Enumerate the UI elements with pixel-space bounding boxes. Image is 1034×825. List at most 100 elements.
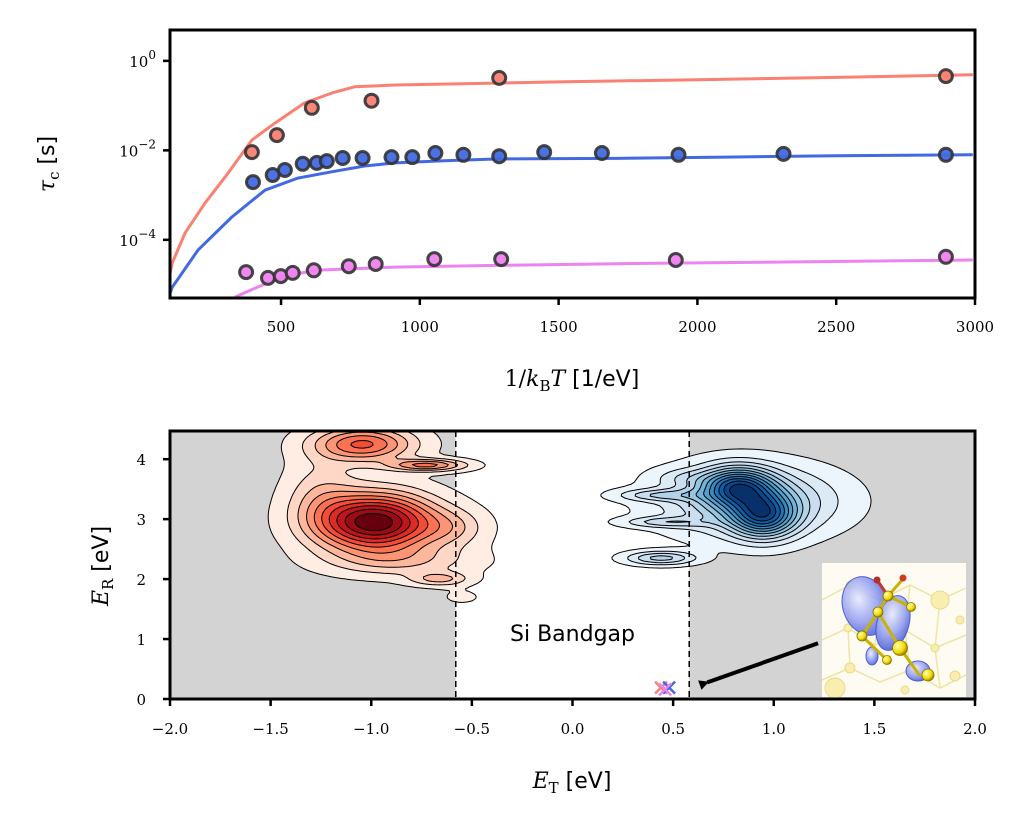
blue-density-contour-line xyxy=(620,457,839,566)
x-tick-label: 0.0 xyxy=(561,720,585,738)
y-tick-label: 0 xyxy=(136,691,146,709)
kde-contours xyxy=(267,431,872,603)
data-point-blue xyxy=(276,162,293,178)
x-tick-label: 2000 xyxy=(678,318,716,336)
data-point-violet xyxy=(284,264,301,281)
blue-density-contour-line xyxy=(695,469,798,535)
inset-orbital-image xyxy=(821,563,967,699)
red-density-contour-line xyxy=(297,431,466,583)
red-density-contour-line xyxy=(267,431,498,603)
x-tick-label: 2.0 xyxy=(963,720,987,738)
inset-red-atom xyxy=(899,574,907,582)
blue-density-contour-line xyxy=(723,480,777,522)
data-point-blue xyxy=(334,150,351,166)
red-density-contour-line xyxy=(344,508,403,536)
x-tick-label: 3000 xyxy=(956,318,994,336)
red-density-contour-line xyxy=(321,440,429,548)
blue-density-contour-line xyxy=(708,473,789,530)
data-point-violet xyxy=(426,251,443,268)
data-point-violet xyxy=(937,248,954,265)
y-tick-label: 100 xyxy=(129,48,156,71)
x-tick-label: −2.0 xyxy=(152,720,188,738)
data-point-violet xyxy=(367,256,384,272)
x-tick-label: 1.5 xyxy=(862,720,886,738)
inset-red-atom xyxy=(873,576,881,584)
y-tick-label: 2 xyxy=(136,571,146,589)
blue-density-contour-line xyxy=(649,464,811,561)
y-tick-label: 4 xyxy=(136,451,146,469)
inset-si-atoms xyxy=(856,590,935,682)
si-bandgap-label: Si Bandgap xyxy=(510,622,635,647)
top-x-ticks: 500 1000 1500 2000 2500 3000 xyxy=(267,298,994,336)
red-density-contour-line xyxy=(328,502,419,544)
data-point-blue xyxy=(491,148,508,165)
data-point-violet xyxy=(305,262,322,279)
fit-line-red xyxy=(170,73,973,274)
cross-marker xyxy=(662,680,676,695)
x-tick-label: −0.5 xyxy=(454,720,490,738)
red-density-contour-line xyxy=(354,513,394,532)
y-tick-base: 10 xyxy=(119,232,138,250)
blue-density-contour-line xyxy=(718,478,781,525)
blue-density-contour-line xyxy=(713,475,785,527)
data-point-red xyxy=(303,99,320,116)
red-density-contour-line xyxy=(286,431,479,586)
blue-density-contour-line xyxy=(634,461,821,564)
top-x-axis-label: 1/kBT [1/eV] xyxy=(505,367,640,395)
band-edge-lines xyxy=(455,431,690,699)
cross-stroke xyxy=(662,680,676,695)
red-density-contour-line xyxy=(313,435,440,554)
y-tick-base: 10 xyxy=(119,142,138,160)
y-tick-label: 3 xyxy=(136,511,146,529)
bottom-x-ticks: −2.0 −1.5 −1.0 −0.5 0.0 0.5 1.0 1.5 2.0 xyxy=(152,699,987,738)
data-point-blue xyxy=(383,149,400,166)
y-tick-exponent: −4 xyxy=(138,227,156,241)
blue-density-contour-line xyxy=(729,483,771,518)
data-point-red xyxy=(491,69,508,86)
data-point-violet xyxy=(340,258,357,275)
data-point-violet xyxy=(238,264,255,281)
inset-arrow xyxy=(698,641,819,690)
y-tick-label: 10−4 xyxy=(119,227,156,250)
data-point-blue xyxy=(593,145,610,161)
blue-density-contour-line xyxy=(680,467,804,537)
data-point-blue xyxy=(294,155,311,172)
bottom-y-axis-label: ER [eV] xyxy=(89,526,117,607)
data-point-violet xyxy=(667,252,684,268)
y-tick-exponent: 0 xyxy=(148,48,156,62)
data-point-blue xyxy=(427,145,444,161)
x-tick-label: 1500 xyxy=(540,318,578,336)
data-point-blue xyxy=(455,146,472,163)
data-point-blue xyxy=(937,146,954,163)
data-point-blue xyxy=(318,153,335,170)
bottom-x-axis-label: ET [eV] xyxy=(532,769,612,797)
data-point-red xyxy=(937,68,954,85)
x-tick-label: 1.0 xyxy=(762,720,786,738)
blue-density-contour-line xyxy=(703,471,794,532)
y-tick-exponent: −2 xyxy=(138,137,156,151)
cross-stroke xyxy=(658,682,672,697)
data-point-blue xyxy=(245,174,261,191)
y-tick-base: 10 xyxy=(129,53,148,71)
data-point-red xyxy=(243,144,260,161)
x-tick-label: 500 xyxy=(267,318,296,336)
top-series-group xyxy=(170,68,973,298)
x-tick-label: 2500 xyxy=(817,318,855,336)
bottom-y-ticks: 0 1 2 3 4 xyxy=(136,451,170,709)
x-tick-label: −1.0 xyxy=(353,720,389,738)
red-density-contour-line xyxy=(306,431,453,562)
x-tick-label: 1000 xyxy=(401,318,439,336)
fit-line-blue xyxy=(170,153,973,295)
x-tick-label: 0.5 xyxy=(661,720,685,738)
data-point-violet xyxy=(260,269,276,286)
data-point-blue xyxy=(536,144,553,161)
top-y-axis-label: τc [s] xyxy=(35,136,63,192)
top-axes-frame xyxy=(168,28,977,300)
data-point-blue xyxy=(670,146,687,163)
x-tick-label: −1.5 xyxy=(252,720,288,738)
blue-density-contour-line xyxy=(600,448,872,569)
y-tick-label: 1 xyxy=(136,631,146,649)
top-plot-background xyxy=(170,30,975,298)
